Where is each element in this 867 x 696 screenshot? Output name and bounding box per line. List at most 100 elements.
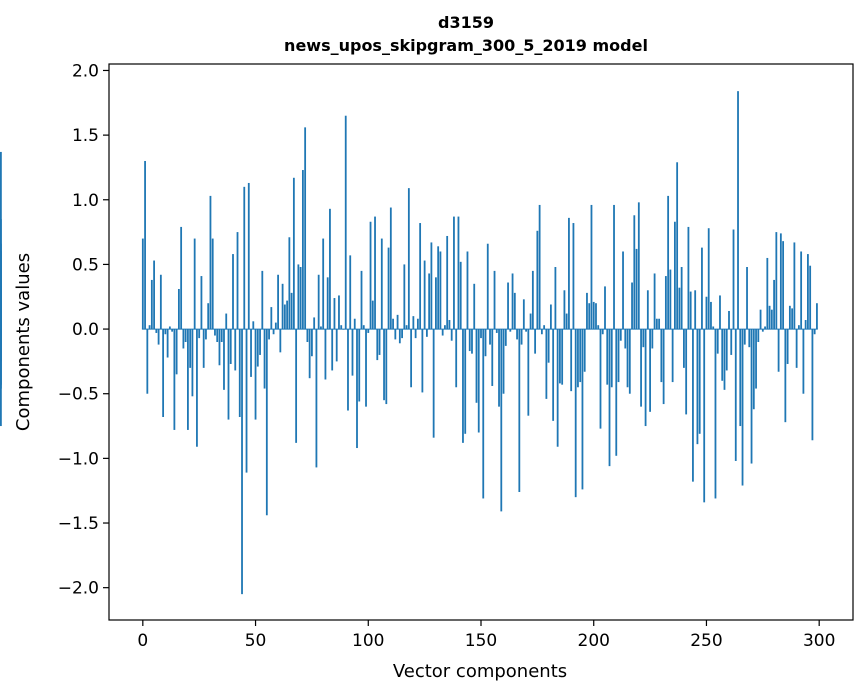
x-tick-label: 50 [245, 631, 267, 651]
bar-component-83 [329, 208, 331, 330]
bar-component-145 [468, 329, 471, 352]
bar-component-284 [782, 241, 785, 330]
bar-component-163 [509, 329, 512, 332]
bar-component-30 [209, 195, 212, 330]
bar-component-81 [324, 329, 327, 380]
bar-component-275 [761, 329, 764, 332]
bar-component-210 [615, 329, 618, 456]
bar-component-4 [150, 279, 153, 330]
bar-component-180 [547, 329, 550, 363]
bar-component-99 [365, 329, 367, 407]
bar-component-176 [538, 204, 541, 330]
bar-component-125 [423, 260, 426, 330]
bar-component-185 [559, 329, 561, 384]
bar-component-292 [800, 251, 803, 330]
bar-component-200 [592, 301, 595, 330]
bar-component-192 [574, 329, 577, 498]
x-tick-label: 150 [465, 631, 497, 651]
bar-component-274 [759, 309, 762, 330]
bar-component-140 [457, 216, 460, 330]
bar-component-212 [619, 329, 622, 341]
bar-component-130 [435, 277, 437, 330]
bar-component-14 [173, 329, 176, 430]
bar-component-196 [583, 329, 586, 372]
bar-component-36 [223, 329, 225, 390]
bar-component-242 [687, 226, 690, 330]
bar-component-197 [586, 292, 588, 330]
bar-component-37 [225, 313, 228, 330]
bar-component-70 [299, 267, 302, 330]
bar-component-35 [220, 329, 223, 342]
bar-component-58 [272, 329, 275, 335]
bar-component-116 [403, 264, 406, 330]
bar-component-13 [171, 329, 174, 332]
bar-component-12 [168, 326, 171, 330]
bar-component-256 [719, 295, 721, 330]
bar-component-272 [755, 329, 757, 389]
bar-component-201 [595, 303, 597, 330]
bar-component-229 [658, 318, 661, 330]
bar-component-167 [518, 329, 521, 492]
bar-component-269 [748, 329, 751, 348]
bar-component-1 [144, 160, 146, 330]
bar-component-29 [207, 303, 210, 330]
bar-component-209 [613, 204, 615, 330]
bar-component-173 [531, 270, 534, 330]
bar-component-43 [238, 329, 241, 417]
bar-component-235 [671, 329, 674, 383]
bar-component-133 [441, 329, 444, 336]
bar-component-174 [534, 329, 537, 354]
bar-component-207 [608, 329, 611, 467]
bar-component-52 [259, 329, 261, 355]
bar-component-189 [568, 217, 570, 330]
bar-component-128 [430, 242, 433, 330]
bar-component-265 [739, 329, 742, 427]
bar-component-97 [360, 270, 363, 330]
bar-component-238 [678, 287, 681, 330]
bar-component-134 [444, 325, 446, 330]
bar-component-141 [459, 261, 462, 330]
bar-component-112 [394, 329, 397, 340]
bar-component-249 [703, 329, 706, 503]
bar-component-123 [419, 223, 422, 330]
bar-component-181 [549, 304, 552, 330]
bar-component-142 [462, 329, 464, 443]
bar-component-239 [680, 267, 683, 330]
bar-component-34 [218, 329, 221, 366]
bar-component-95 [356, 329, 358, 449]
bar-component-297 [811, 329, 814, 441]
bar-component-156 [493, 270, 496, 330]
bar-component-19 [184, 329, 187, 342]
bar-component-5 [153, 260, 155, 330]
x-axis-ticks: 0 50 100 150 200 250 300 [137, 620, 835, 651]
bar-component-221 [640, 329, 642, 407]
bar-component-267 [743, 329, 746, 345]
bar-component-202 [597, 325, 600, 330]
y-tick-label: −1.5 [58, 514, 99, 534]
bar-component-38 [227, 329, 230, 420]
bar-component-117 [405, 325, 408, 330]
bar-component-31 [211, 238, 214, 330]
bar-component-293 [802, 329, 805, 394]
bar-component-135 [446, 235, 449, 330]
bar-component-299 [816, 303, 818, 330]
bar-component-88 [340, 325, 343, 330]
bar-component-261 [730, 329, 733, 355]
bar-component-223 [644, 329, 647, 427]
bar-component-150 [480, 329, 482, 339]
chart-title: d3159 [438, 13, 494, 32]
bar-component-78 [317, 274, 320, 330]
bar-component-220 [637, 202, 640, 330]
bar-component-271 [752, 329, 755, 410]
bar-component-241 [685, 329, 688, 415]
bar-component-195 [581, 329, 584, 490]
bar-component-218 [633, 215, 636, 330]
y-axis-label: Components values [13, 253, 34, 431]
bar-component-298 [813, 329, 816, 335]
bar-component-232 [664, 276, 667, 330]
bar-component-79 [320, 326, 322, 330]
bar-component-138 [453, 216, 455, 330]
bar-component-250 [705, 296, 708, 330]
y-tick-label: −2.0 [58, 579, 99, 599]
